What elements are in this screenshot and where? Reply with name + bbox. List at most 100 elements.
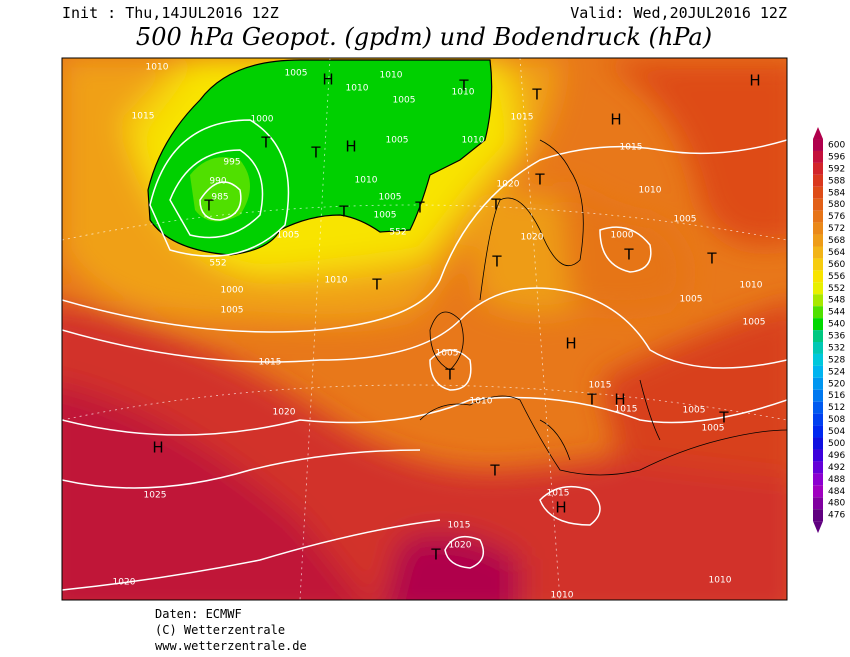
colorbar-label: 484 — [828, 487, 845, 497]
colorbar-swatch — [813, 186, 823, 199]
isobar-label: 1015 — [589, 381, 612, 391]
colorbar-arrow-bottom — [813, 521, 823, 534]
isobar-label: 1025 — [144, 491, 167, 501]
pressure-center: T — [260, 134, 271, 152]
pressure-center: H — [749, 72, 760, 90]
data-source: Daten: ECMWF — [155, 607, 242, 621]
pressure-center: H — [345, 138, 356, 156]
colorbar-swatch — [813, 162, 823, 175]
colorbar-label: 584 — [828, 188, 845, 198]
isobar-label: 1005 — [386, 136, 409, 146]
colorbar-swatch — [813, 425, 823, 438]
pressure-center: T — [718, 409, 729, 427]
colorbar-label: 532 — [828, 343, 845, 353]
colorbar-label: 592 — [828, 164, 845, 174]
pressure-center: H — [555, 499, 566, 517]
colorbar-swatch — [813, 258, 823, 271]
isobar-label: 1005 — [277, 231, 300, 241]
isobar-label: 1010 — [709, 576, 732, 586]
website: www.wetterzentrale.de — [155, 639, 307, 653]
isobar-label: 1005 — [680, 295, 703, 305]
colorbar-label: 480 — [828, 499, 845, 509]
map-frame — [61, 57, 788, 601]
isobar-label: 995 — [223, 158, 240, 168]
isobar-label: 1010 — [355, 176, 378, 186]
isobar-label: 1020 — [113, 578, 136, 588]
colorbar-label: 492 — [828, 463, 845, 473]
colorbar-swatch — [813, 139, 823, 151]
colorbar-swatch — [813, 437, 823, 450]
isobar-label: 1005 — [683, 406, 706, 416]
colorbar-label: 560 — [828, 260, 845, 270]
colorbar-label: 512 — [828, 403, 845, 413]
colorbar-swatch — [813, 473, 823, 486]
pressure-center: T — [430, 546, 441, 564]
isobar-label: 1000 — [251, 115, 274, 125]
isobar-label: 1015 — [620, 143, 643, 153]
colorbar-label: 548 — [828, 296, 845, 306]
isobar-label: 1005 — [674, 215, 697, 225]
colorbar-label: 568 — [828, 236, 845, 246]
colorbar-label: 540 — [828, 320, 845, 330]
pressure-center: T — [491, 253, 502, 271]
colorbar-label: 576 — [828, 212, 845, 222]
isobar-label: 1005 — [285, 69, 308, 79]
pressure-center: T — [586, 391, 597, 409]
colorbar-swatch — [813, 246, 823, 259]
isobar-label: 985 — [211, 193, 228, 203]
colorbar-label: 596 — [828, 152, 845, 162]
isobar-label: 1015 — [547, 489, 570, 499]
colorbar-label: 528 — [828, 355, 845, 365]
colorbar-swatch — [813, 150, 823, 163]
pressure-center: T — [371, 276, 382, 294]
pressure-center: T — [489, 462, 500, 480]
colorbar-swatch — [813, 330, 823, 343]
colorbar-swatch — [813, 282, 823, 295]
isobar-label: 1000 — [221, 286, 244, 296]
isobar-label: 1015 — [511, 113, 534, 123]
pressure-center: H — [614, 391, 625, 409]
isobar-label: 1020 — [521, 233, 544, 243]
pressure-center: T — [531, 86, 542, 104]
colorbar-label: 556 — [828, 272, 845, 282]
pressure-center: T — [203, 197, 214, 215]
copyright: (C) Wetterzentrale — [155, 623, 285, 637]
isobar-label: 1010 — [639, 186, 662, 196]
isobar-label: 1020 — [449, 541, 472, 551]
map-title: 500 hPa Geopot. (gpdm) und Bodendruck (h… — [136, 23, 712, 51]
isobar-label: 1005 — [702, 424, 725, 434]
colorbar-swatch — [813, 365, 823, 378]
pressure-center: T — [338, 203, 349, 221]
isobar-label: 1010 — [452, 88, 475, 98]
colorbar-swatch — [813, 306, 823, 319]
isobar-label: 1010 — [462, 136, 485, 146]
colorbar-label: 544 — [828, 308, 845, 318]
pressure-center: H — [610, 111, 621, 129]
colorbar-swatch — [813, 353, 823, 366]
colorbar-label: 476 — [828, 511, 845, 521]
coastlines — [419, 139, 787, 476]
isobar-label: 1015 — [132, 112, 155, 122]
pressure-center: T — [534, 171, 545, 189]
colorbar-label: 520 — [828, 379, 845, 389]
colorbar-swatch — [813, 413, 823, 426]
colorbar-label: 516 — [828, 391, 845, 401]
isobars — [62, 119, 787, 591]
colorbar-swatch — [813, 461, 823, 474]
graticule — [62, 58, 787, 600]
pressure-center: H — [322, 71, 333, 89]
isobar-label: 1010 — [380, 71, 403, 81]
colorbar-swatch — [813, 318, 823, 331]
pressure-center: T — [706, 250, 717, 268]
pressure-center: T — [444, 366, 455, 384]
colorbar-swatch — [813, 377, 823, 390]
colorbar-label: 508 — [828, 415, 845, 425]
colorbar-label: 504 — [828, 427, 845, 437]
pressure-center: H — [152, 439, 163, 457]
isobar-label: 1005 — [221, 306, 244, 316]
colorbar-label: 552 — [828, 284, 845, 294]
isobar-label: 1015 — [615, 405, 638, 415]
colorbar-swatch — [813, 234, 823, 247]
